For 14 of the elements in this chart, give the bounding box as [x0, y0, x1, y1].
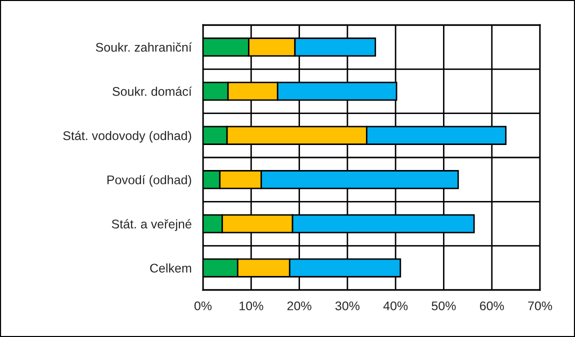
x-tick-label: 70% — [528, 301, 552, 310]
y-tick-label: Stát. vodovody (odhad) — [63, 130, 192, 143]
y-tick-label: Celkem — [150, 263, 192, 273]
y-tick-label: Soukr. domácí — [112, 86, 192, 96]
x-tick-label: 60% — [480, 301, 504, 310]
y-tick-label: Soukr. zahraniční — [96, 42, 192, 52]
x-tick-label: 20% — [287, 301, 312, 310]
x-tick-label: 40% — [383, 301, 408, 310]
x-tick-label: 10% — [240, 301, 264, 310]
x-tick-label: 50% — [432, 301, 456, 310]
x-tick-label: 30% — [335, 301, 360, 310]
x-tick-label: 0% — [194, 301, 212, 310]
y-tick-label: Povodí (odhad) — [107, 174, 192, 187]
y-tick-label: Stát. a veřejné — [112, 219, 192, 231]
